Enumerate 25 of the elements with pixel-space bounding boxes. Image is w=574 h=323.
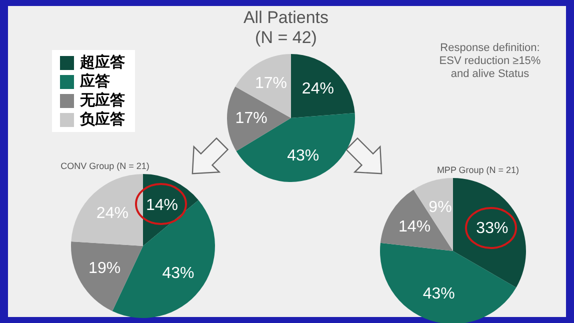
pie-slice <box>380 242 516 323</box>
data-label: 17% <box>235 110 268 128</box>
pie-slice <box>71 174 143 246</box>
data-label: 43% <box>422 286 455 302</box>
legend-label: 超应答 <box>80 53 125 72</box>
pie-slice <box>380 190 453 251</box>
data-label: 14% <box>398 218 431 236</box>
pie-slice <box>71 241 143 312</box>
data-label: 43% <box>162 264 194 282</box>
data-label: 33% <box>476 220 508 237</box>
chart-subtitle: (N = 42) <box>254 28 318 48</box>
text: Response definition: ESV reduction ≥15% and alive Status <box>438 42 542 81</box>
chart-title: CONV Group (N = 21) <box>60 160 150 173</box>
chart-title: MPP Group (N = 21) <box>436 164 520 177</box>
data-label: 24% <box>302 80 334 98</box>
pie-slice <box>453 178 526 288</box>
legend-label: 无应答 <box>80 91 125 110</box>
pie-slice <box>291 54 355 118</box>
data-label: 19% <box>88 260 121 278</box>
legend-label: 应答 <box>80 72 110 91</box>
data-label: 14% <box>146 197 178 214</box>
chart-title: All Patients <box>242 8 330 28</box>
pie-slice <box>236 113 355 182</box>
data-label: 43% <box>287 147 320 164</box>
legend-label: 负应答 <box>80 110 125 129</box>
